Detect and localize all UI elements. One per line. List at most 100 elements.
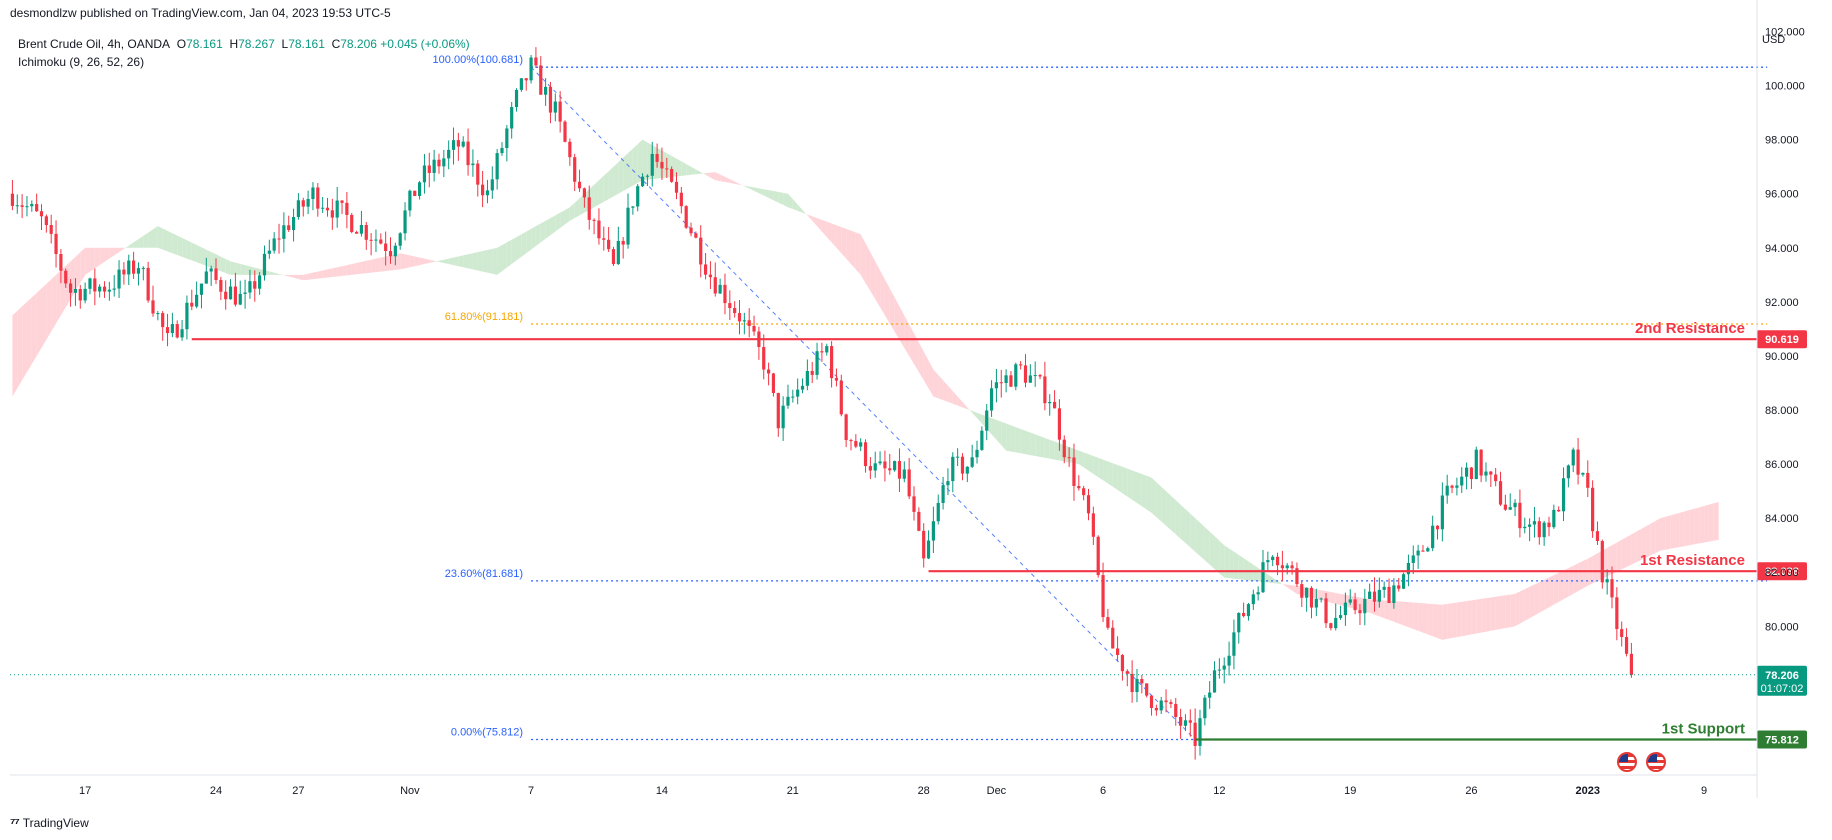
fib-level-label: 61.80%(91.181): [445, 311, 523, 323]
candle-body: [335, 200, 339, 218]
fib-level-label: 100.00%(100.681): [433, 54, 524, 66]
candle-body: [1145, 683, 1149, 696]
cloud-segment: [1704, 504, 1709, 543]
cloud-segment: [749, 186, 755, 191]
cloud-segment: [1030, 432, 1036, 456]
candle-body: [1261, 562, 1265, 593]
candle-body: [306, 198, 310, 207]
candle-body: [873, 463, 877, 471]
cloud-segment: [923, 351, 929, 389]
cloud-segment: [623, 153, 629, 192]
candle-body: [1363, 598, 1367, 614]
cloud-segment: [1054, 441, 1060, 461]
cloud-segment: [1243, 558, 1249, 581]
candle-body: [1183, 720, 1188, 726]
cloud-segment: [1049, 439, 1055, 460]
cloud-segment: [405, 254, 410, 269]
cloud-segment: [211, 251, 217, 270]
y-tick-label: 94.000: [1765, 243, 1799, 255]
cloud-segment: [531, 226, 536, 250]
candle-body: [398, 233, 402, 246]
cloud-segment: [1452, 602, 1457, 639]
cloud-segment: [1098, 457, 1104, 481]
cloud-segment: [1568, 565, 1574, 597]
candle-body: [325, 207, 330, 211]
cloud-segment: [1461, 601, 1467, 637]
candle-body: [1426, 548, 1430, 552]
cloud-segment: [1103, 459, 1108, 484]
x-tick-label: 14: [656, 785, 668, 797]
cloud-segment: [1413, 602, 1419, 631]
cloud-segment: [385, 255, 391, 272]
level-price-tag: [1757, 730, 1807, 749]
candle-body: [1120, 655, 1125, 672]
us-flag-icon-2[interactable]: [1646, 752, 1666, 772]
candle-body: [975, 449, 979, 458]
cloud-segment: [1151, 477, 1157, 518]
candle-body: [258, 275, 262, 289]
cloud-segment: [133, 239, 139, 248]
candle-body: [1416, 550, 1420, 556]
cloud-segment: [356, 261, 362, 275]
cloud-segment: [535, 223, 541, 247]
candle-body: [369, 239, 373, 241]
cloud-segment: [1044, 437, 1050, 459]
candle-body: [771, 373, 776, 394]
cloud-segment: [1384, 600, 1390, 620]
fib-level-label: 23.60%(81.681): [445, 568, 523, 580]
cloud-segment: [1636, 528, 1642, 563]
cloud-segment: [1573, 563, 1579, 594]
candle-body: [1290, 565, 1294, 569]
candle-body: [825, 346, 829, 353]
cloud-segment: [967, 407, 973, 413]
candle-body: [607, 239, 611, 250]
cloud-segment: [618, 157, 624, 194]
candle-body: [199, 283, 204, 295]
cloud-segment: [70, 256, 76, 300]
cloud-segment: [99, 247, 105, 266]
candle-body: [1508, 507, 1512, 510]
cloud-segment: [501, 242, 507, 272]
cloud-segment: [778, 191, 784, 205]
cloud-segment: [598, 175, 604, 205]
candle-body: [514, 89, 519, 108]
cloud-segment: [1010, 425, 1016, 453]
candle-body: [1023, 365, 1028, 383]
candle-body: [277, 238, 281, 240]
candle-body: [524, 78, 528, 81]
symbol-label[interactable]: Brent Crude Oil, 4h, OANDA: [18, 37, 171, 51]
us-flag-icon[interactable]: [1617, 752, 1637, 772]
cloud-segment: [1437, 604, 1443, 640]
cloud-segment: [1558, 570, 1564, 602]
candle-body: [1111, 627, 1115, 649]
cloud-segment: [400, 253, 406, 270]
candle-body: [190, 302, 194, 307]
candle-body: [631, 206, 635, 208]
cloud-segment: [1524, 586, 1530, 621]
cloud-segment: [1136, 472, 1142, 507]
candle-body: [674, 181, 679, 193]
candle-body: [471, 163, 475, 166]
candle-body: [1217, 669, 1221, 671]
cloud-segment: [240, 263, 246, 275]
candle-body: [1067, 457, 1071, 459]
cloud-segment: [1621, 537, 1627, 570]
cloud-segment: [1025, 430, 1031, 456]
candle-body: [859, 442, 863, 447]
cloud-segment: [991, 418, 997, 440]
cloud-segment: [424, 258, 430, 265]
candle-body: [970, 457, 974, 467]
cloud-segment: [1592, 553, 1598, 584]
candle-body: [1140, 678, 1144, 684]
cloud-segment: [952, 391, 958, 406]
cloud-segment: [245, 265, 250, 275]
cloud-segment: [1699, 505, 1705, 544]
cloud-segment: [482, 249, 488, 273]
cloud-segment: [1432, 603, 1438, 639]
indicator-label[interactable]: Ichimoku (9, 26, 52, 26): [18, 55, 145, 69]
countdown-label: 01:07:02: [1761, 683, 1804, 695]
cloud-segment: [734, 181, 740, 185]
candle-body: [1086, 495, 1091, 514]
cloud-segment: [768, 190, 774, 201]
